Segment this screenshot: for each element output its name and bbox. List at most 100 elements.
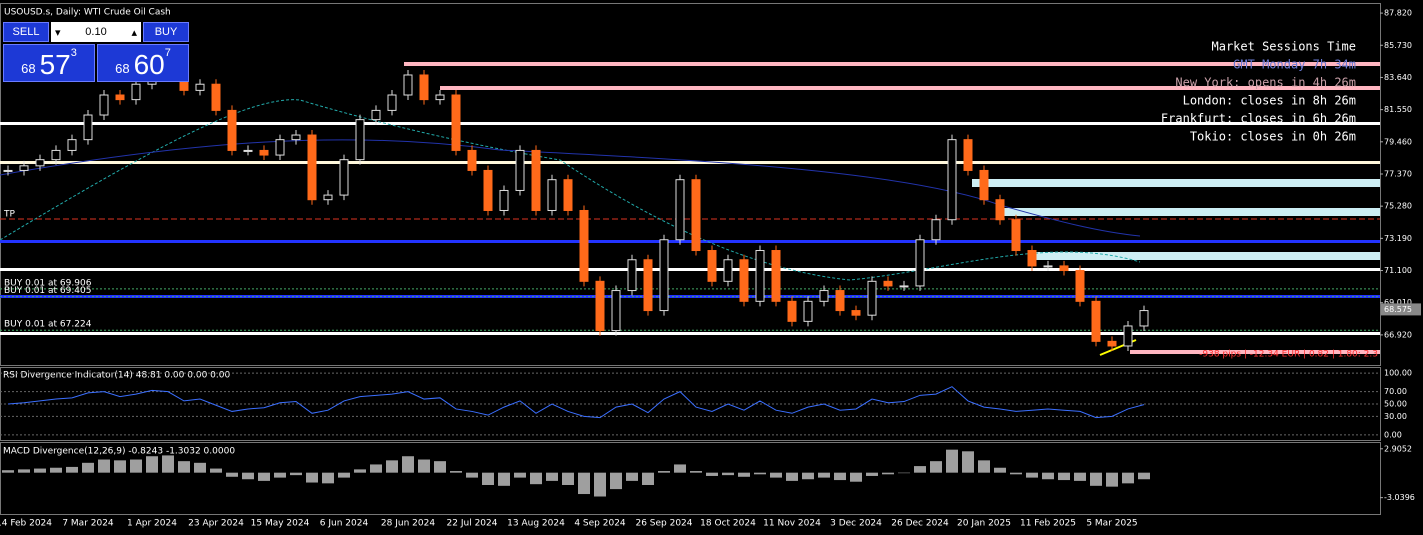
macd-bar [1026,472,1038,478]
macd-bar [690,471,702,473]
macd-bar [994,467,1006,473]
date-label: 22 Jul 2024 [447,519,498,529]
chart-title: USOUSD.s, Daily: WTI Crude Oil Cash [4,8,171,18]
date-label: 20 Jan 2025 [957,519,1011,529]
candle [563,179,573,211]
level [0,268,1380,271]
candle [195,83,205,91]
macd-bar [402,456,414,473]
level [0,161,1380,164]
candle [867,280,877,316]
candle [387,94,397,111]
date-label: 7 Mar 2024 [62,519,114,529]
candle [243,149,253,152]
price-tick-label: 85.730 [1384,41,1412,50]
macd-bar [434,461,446,473]
panel-frame [0,3,1381,515]
current-price-label: 68.575 [1384,305,1412,314]
candle [931,219,941,241]
candle [1091,300,1101,342]
level [0,332,1380,335]
macd-bar [242,472,254,480]
macd-bar [706,472,718,476]
trade-panel: SELL ▾ 0.10 ▴ BUY 68 57 3 68 60 7 [3,22,189,82]
macd-bar [2,470,14,473]
candle [355,119,365,161]
macd-bar [754,472,766,475]
macd-bar [802,472,814,480]
macd-bar [866,472,878,476]
candle [851,310,861,316]
price-tick-label: 79.460 [1384,137,1412,146]
session-line: GMT Monday 7h 34m [1233,58,1356,72]
candle [419,74,429,101]
macd-bar [354,469,366,473]
macd-bar [306,472,318,483]
zone [1130,350,1380,354]
sell-price[interactable]: 68 57 3 [3,44,95,82]
date-label: 15 May 2024 [251,519,310,529]
macd-bar [578,472,590,495]
candle [3,169,13,172]
macd-tick-label: -3.0396 [1384,493,1415,502]
candle [339,159,349,196]
zone [404,62,1380,66]
candle [771,250,781,302]
levels [0,62,1380,356]
macd-bar [610,472,622,490]
lot-input[interactable]: ▾ 0.10 ▴ [51,22,141,42]
sessions-title: Market Sessions Time [1212,40,1357,54]
macd-bar [1090,472,1102,486]
candle [947,139,957,221]
pnl-label: -938 pips | -12.34 EUR | 0.82 | 1.80: 2.… [1199,350,1378,360]
macd-bar [370,464,382,473]
macd-bar [674,464,686,473]
buy-button[interactable]: BUY [143,22,189,42]
macd-bar [114,460,126,473]
arrow: ▾ [55,26,61,39]
price-big: 68 [21,61,36,76]
candle [659,239,669,312]
rsi-tick-label: 0.00 [1384,430,1402,439]
macd-bar [338,472,350,478]
candle [1139,310,1149,327]
macd-bar [882,472,894,475]
date-label: 1 Apr 2024 [127,519,177,529]
candle [675,179,685,241]
candle [451,94,461,151]
candle [883,280,893,287]
date-label: 3 Dec 2024 [830,519,882,529]
lot-value: 0.10 [85,26,107,38]
macd-bar [786,472,798,481]
candle [1043,265,1053,268]
price-big: 68 [115,61,130,76]
macd-bar [642,472,654,485]
macd-bar [946,449,958,473]
macd-bar [514,472,526,478]
zone [972,179,1380,187]
macd-bar [386,460,398,473]
sell-button[interactable]: SELL [3,22,49,42]
price-tick-label: 66.920 [1384,330,1412,339]
rsi-tick-label: 70.00 [1384,387,1407,396]
macd-bar [770,472,782,478]
candle [19,165,29,171]
date-label: 11 Nov 2024 [763,519,821,529]
price-tick-label: 81.550 [1384,105,1412,114]
macd-bar [482,472,494,485]
buy-price[interactable]: 68 60 7 [97,44,189,82]
candle [227,109,237,151]
macd-bar [322,472,334,484]
candle [131,83,141,101]
date-label: 5 Mar 2025 [1086,519,1137,529]
candle [259,149,269,156]
session-line: Frankfurt: closes in 6h 26m [1161,112,1356,126]
candle [979,169,989,201]
price-tick-label: 69.010 [1384,298,1412,307]
arrow: ▴ [131,26,137,39]
price-tick-label: 83.640 [1384,73,1412,82]
macd-bar [1106,472,1118,487]
zone [1030,252,1380,260]
macd-bar [226,472,238,477]
